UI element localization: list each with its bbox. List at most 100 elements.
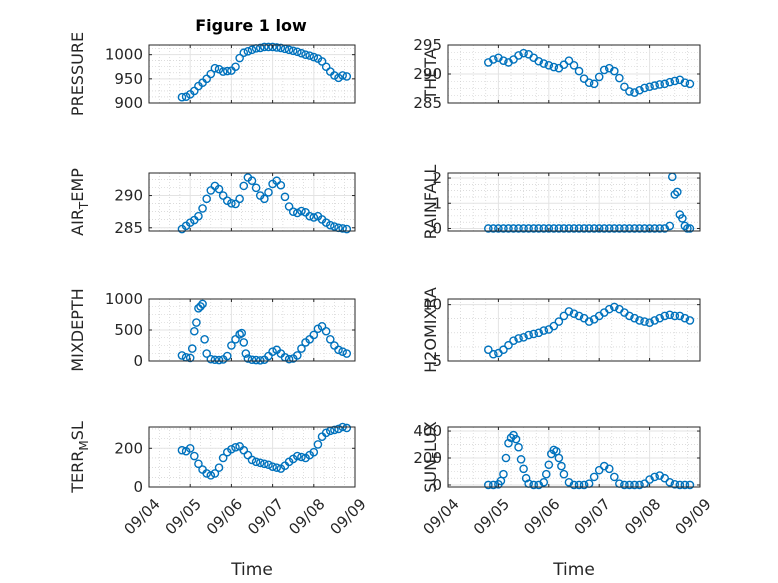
- data-point: [610, 302, 619, 312]
- data-point: [489, 349, 498, 359]
- data-point: [243, 354, 253, 363]
- x-tick-label: 09/08: [285, 495, 328, 538]
- data-point: [499, 56, 508, 65]
- data-point: [185, 443, 195, 453]
- data-point: [645, 318, 654, 327]
- data-point: [276, 180, 286, 190]
- x-tick-label: 09/09: [326, 495, 369, 538]
- data-point: [506, 433, 516, 443]
- data-point: [321, 326, 331, 336]
- data-point: [231, 62, 240, 72]
- y-tick-label: 1000: [105, 46, 143, 64]
- data-point: [317, 321, 327, 331]
- data-point: [589, 224, 599, 233]
- data-point: [675, 480, 685, 490]
- data-point: [330, 425, 339, 435]
- data-point: [554, 453, 564, 463]
- data-point: [309, 330, 319, 340]
- data-point: [559, 224, 569, 233]
- x-tick-label: 09/04: [120, 495, 163, 538]
- data-point: [499, 345, 508, 355]
- data-point: [194, 211, 203, 221]
- y-tick-label: 900: [114, 94, 143, 112]
- data-point: [625, 480, 634, 490]
- data-point: [539, 224, 549, 233]
- data-point: [599, 65, 609, 75]
- data-point: [604, 304, 614, 314]
- data-point: [247, 176, 257, 186]
- x-tick-label: 09/06: [203, 495, 246, 538]
- y-tick-label: 285: [114, 219, 143, 237]
- y-tick-label: 295: [413, 36, 442, 54]
- data-point: [680, 313, 690, 323]
- data-point: [685, 316, 695, 325]
- data-point: [665, 77, 675, 87]
- data-point: [334, 345, 343, 355]
- data-point: [615, 224, 624, 233]
- data-point: [239, 445, 249, 455]
- data-point: [484, 345, 493, 355]
- y-tick-label: 1: [432, 194, 442, 212]
- data-point: [235, 53, 244, 63]
- data-point: [187, 344, 197, 353]
- y-tick-label: 0: [133, 478, 143, 496]
- data-point: [630, 480, 639, 490]
- data-point: [524, 224, 533, 233]
- data-point: [519, 224, 528, 233]
- data-point: [264, 460, 273, 470]
- x-axis-label: Time: [552, 560, 595, 580]
- y-tick-label: 950: [114, 70, 143, 88]
- data-point: [202, 74, 211, 84]
- data-point: [196, 302, 205, 311]
- data-point: [640, 317, 649, 326]
- data-point: [309, 52, 319, 62]
- y-axis-label: RAINFALL: [421, 165, 440, 240]
- y-tick-label: 2: [432, 169, 442, 187]
- data-point: [640, 224, 649, 233]
- data-point: [534, 328, 544, 338]
- data-point: [325, 334, 335, 344]
- data-point: [670, 311, 680, 321]
- data-point: [678, 214, 687, 223]
- data-point: [218, 191, 228, 200]
- data-point: [630, 224, 639, 233]
- y-axis-label: AIRTEMP: [68, 168, 91, 236]
- data-point: [177, 92, 187, 102]
- data-point: [610, 66, 619, 76]
- data-point: [673, 187, 682, 197]
- data-point: [574, 224, 584, 233]
- data-point: [665, 477, 675, 487]
- data-point: [574, 66, 584, 76]
- data-point: [635, 480, 644, 490]
- data-point: [268, 347, 277, 357]
- data-point: [288, 207, 298, 216]
- data-point: [305, 51, 314, 60]
- data-point: [214, 355, 224, 365]
- data-point: [177, 351, 187, 360]
- data-point: [559, 469, 569, 479]
- data-point: [539, 326, 549, 335]
- data-point: [514, 51, 523, 60]
- x-tick-label: 09/08: [621, 495, 664, 538]
- data-point: [484, 224, 493, 233]
- data-point: [321, 62, 331, 72]
- data-point: [625, 311, 634, 321]
- data-point: [317, 57, 327, 66]
- data-point: [177, 445, 187, 455]
- data-point: [670, 480, 680, 489]
- data-point: [589, 472, 599, 482]
- data-point: [685, 79, 695, 89]
- axes-box: [148, 172, 356, 232]
- axes-box: [148, 426, 356, 488]
- data-point: [190, 451, 199, 461]
- data-point: [210, 63, 220, 73]
- data-point: [680, 480, 690, 490]
- data-point: [579, 224, 589, 233]
- data-point: [210, 469, 220, 478]
- data-point: [202, 349, 211, 358]
- data-point: [504, 340, 513, 350]
- data-point: [325, 220, 335, 230]
- data-point: [534, 224, 544, 233]
- data-point: [235, 194, 244, 204]
